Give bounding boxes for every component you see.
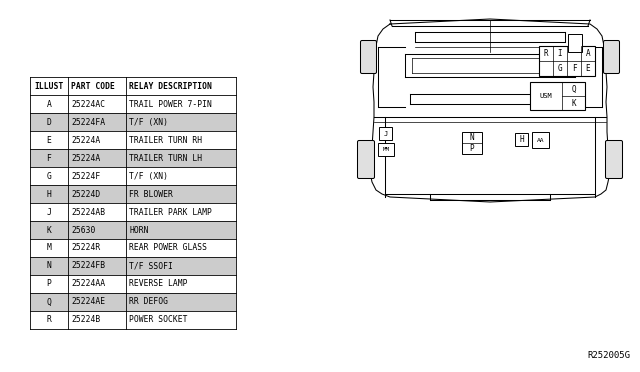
Text: AA: AA: [537, 138, 544, 142]
Text: F: F: [572, 64, 576, 73]
Text: 25224AA: 25224AA: [71, 279, 105, 289]
Text: 25224R: 25224R: [71, 244, 100, 253]
Text: J: J: [383, 131, 388, 137]
Text: MM: MM: [383, 147, 390, 152]
Text: N: N: [470, 133, 474, 142]
Text: G: G: [47, 171, 51, 180]
Text: ILLUST: ILLUST: [35, 81, 63, 90]
Bar: [30, 185, 236, 203]
Bar: [30, 221, 236, 239]
Bar: [532, 132, 549, 148]
Text: H: H: [519, 135, 524, 144]
Text: USM: USM: [539, 93, 552, 99]
Text: 25224D: 25224D: [71, 189, 100, 199]
Text: 25224F: 25224F: [71, 171, 100, 180]
Text: D: D: [47, 118, 51, 126]
Text: 25224FA: 25224FA: [71, 118, 105, 126]
Text: R: R: [544, 49, 548, 58]
Text: 25224B: 25224B: [71, 315, 100, 324]
Text: PART CODE: PART CODE: [71, 81, 115, 90]
Text: 25224AE: 25224AE: [71, 298, 105, 307]
Bar: [462, 132, 482, 154]
FancyBboxPatch shape: [360, 41, 376, 74]
Text: TRAILER TURN RH: TRAILER TURN RH: [129, 135, 202, 144]
Bar: [568, 34, 582, 52]
Text: R252005G: R252005G: [587, 351, 630, 360]
Text: R: R: [47, 315, 51, 324]
FancyBboxPatch shape: [358, 141, 374, 179]
Text: I: I: [557, 49, 563, 58]
Bar: [30, 149, 236, 167]
Text: F: F: [47, 154, 51, 163]
Text: A: A: [586, 49, 590, 58]
Bar: [378, 143, 394, 156]
Text: TRAIL POWER 7-PIN: TRAIL POWER 7-PIN: [129, 99, 212, 109]
Bar: [530, 82, 585, 110]
Bar: [379, 127, 392, 140]
Text: 25224A: 25224A: [71, 135, 100, 144]
Text: P: P: [47, 279, 51, 289]
Text: T/F SSOFI: T/F SSOFI: [129, 262, 173, 270]
Text: HORN: HORN: [129, 225, 148, 234]
Bar: [30, 113, 236, 131]
Text: 25224AB: 25224AB: [71, 208, 105, 217]
Text: K: K: [571, 99, 576, 108]
Text: 25224FB: 25224FB: [71, 262, 105, 270]
Text: T/F (XN): T/F (XN): [129, 118, 168, 126]
Text: E: E: [47, 135, 51, 144]
Text: P: P: [470, 144, 474, 153]
Text: Q: Q: [571, 84, 576, 93]
Text: REAR POWER GLASS: REAR POWER GLASS: [129, 244, 207, 253]
Bar: [30, 293, 236, 311]
Bar: [30, 257, 236, 275]
Text: J: J: [47, 208, 51, 217]
Text: A: A: [47, 99, 51, 109]
Text: TRAILER PARK LAMP: TRAILER PARK LAMP: [129, 208, 212, 217]
Text: FR BLOWER: FR BLOWER: [129, 189, 173, 199]
Text: 25630: 25630: [71, 225, 95, 234]
Text: RELAY DESCRIPTION: RELAY DESCRIPTION: [129, 81, 212, 90]
Text: E: E: [586, 64, 590, 73]
FancyBboxPatch shape: [605, 141, 623, 179]
Text: 25224A: 25224A: [71, 154, 100, 163]
Text: N: N: [47, 262, 51, 270]
Text: RR DEFOG: RR DEFOG: [129, 298, 168, 307]
Text: K: K: [47, 225, 51, 234]
Text: T/F (XN): T/F (XN): [129, 171, 168, 180]
Bar: [539, 46, 595, 76]
Text: G: G: [557, 64, 563, 73]
Bar: [515, 133, 528, 146]
Text: REVERSE LAMP: REVERSE LAMP: [129, 279, 188, 289]
FancyBboxPatch shape: [604, 41, 620, 74]
Text: Q: Q: [47, 298, 51, 307]
Text: 25224AC: 25224AC: [71, 99, 105, 109]
Text: H: H: [47, 189, 51, 199]
Text: M: M: [47, 244, 51, 253]
Text: POWER SOCKET: POWER SOCKET: [129, 315, 188, 324]
Text: TRAILER TURN LH: TRAILER TURN LH: [129, 154, 202, 163]
